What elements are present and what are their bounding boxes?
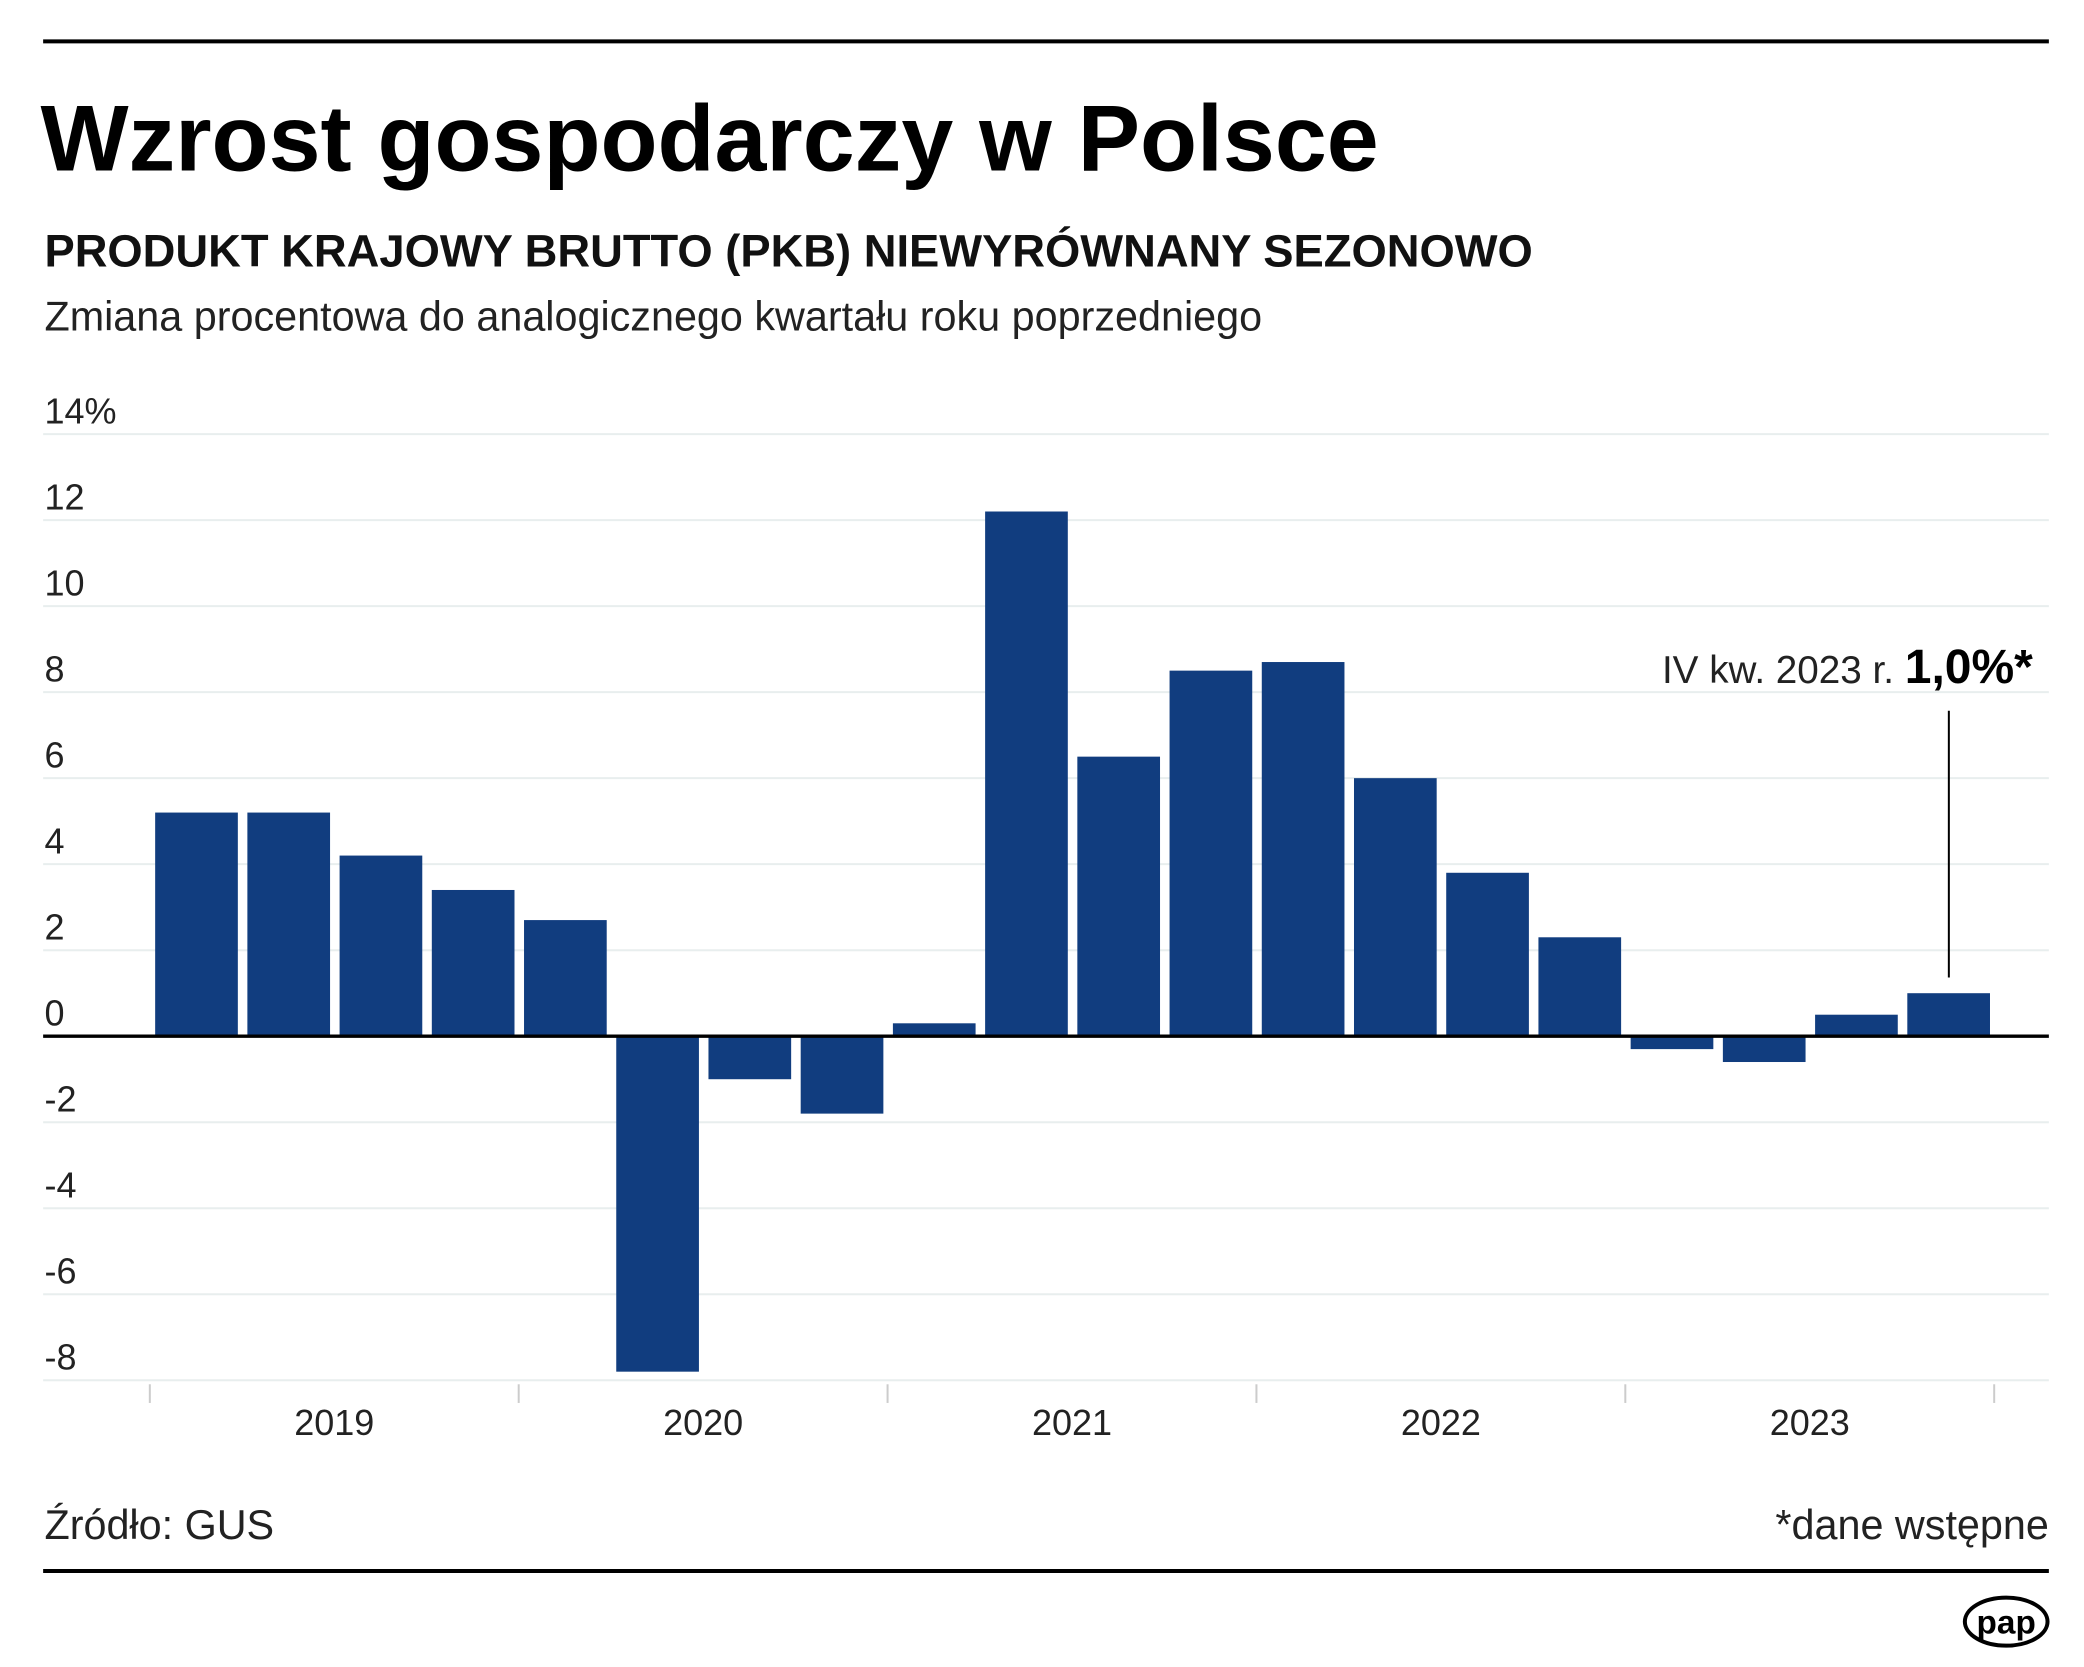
bar-II-2023	[1722, 1036, 1806, 1063]
bar-II-2022	[1353, 778, 1437, 1037]
chart-title: Wzrost gospodarczy w Polsce	[40, 86, 1378, 191]
bar-IV-2020	[800, 1036, 884, 1114]
bar-III-2023	[1815, 1014, 1898, 1037]
y-tick-label: -2	[44, 1079, 76, 1120]
y-tick-label: 8	[44, 648, 64, 689]
bar-III-2019	[339, 855, 423, 1037]
y-tick-label: 0	[44, 993, 64, 1034]
y-tick-label: 6	[44, 734, 64, 775]
chart-subtitle: PRODUKT KRAJOWY BRUTTO (PKB) NIEWYRÓWNAN…	[44, 225, 1532, 277]
y-tick-label: 12	[44, 476, 84, 517]
pap-logo: pap	[1962, 1595, 2050, 1648]
annotation: IV kw. 2023 r. 1,0%*	[1662, 641, 2033, 694]
bar-III-2020	[708, 1036, 792, 1080]
bar-IV-2019	[431, 889, 515, 1037]
y-tick-label: 4	[44, 821, 64, 862]
bar-IV-2021	[1169, 670, 1253, 1037]
x-year-label: 2023	[1770, 1402, 1850, 1443]
x-year-label: 2020	[663, 1402, 743, 1443]
annotation-label: IV kw. 2023 r.	[1662, 649, 1894, 692]
x-year-label: 2019	[294, 1402, 374, 1443]
bar-III-2021	[1077, 756, 1161, 1037]
annotation-value: 1,0%*	[1905, 641, 2033, 694]
bar-I-2019	[155, 812, 238, 1037]
chart-description: Zmiana procentowa do analogicznego kwart…	[44, 294, 1262, 340]
bar-I-2022	[1261, 662, 1345, 1037]
bar-III-2022	[1446, 872, 1529, 1037]
svg-text:pap: pap	[1977, 1605, 2036, 1642]
y-tick-label: 10	[44, 562, 84, 603]
bar-II-2021	[985, 511, 1068, 1037]
source: Źródło: GUS	[44, 1502, 274, 1548]
y-tick-label: -6	[44, 1251, 76, 1292]
footnote: *dane wstępne	[1775, 1502, 2048, 1548]
bar-II-2019	[247, 812, 331, 1037]
y-tick-label: -8	[44, 1337, 76, 1378]
x-year-label: 2021	[1032, 1402, 1112, 1443]
bar-I-2021	[892, 1023, 976, 1037]
bar-IV-2023	[1907, 993, 1990, 1037]
bar-I-2023	[1630, 1036, 1714, 1050]
bar-IV-2022	[1538, 937, 1622, 1037]
bar-I-2020	[524, 920, 607, 1037]
y-tick-label: 2	[44, 907, 64, 948]
bar-II-2020	[616, 1036, 699, 1372]
y-tick-label: -4	[44, 1165, 76, 1206]
y-tick-label: 14%	[44, 390, 116, 431]
x-year-label: 2022	[1401, 1402, 1481, 1443]
